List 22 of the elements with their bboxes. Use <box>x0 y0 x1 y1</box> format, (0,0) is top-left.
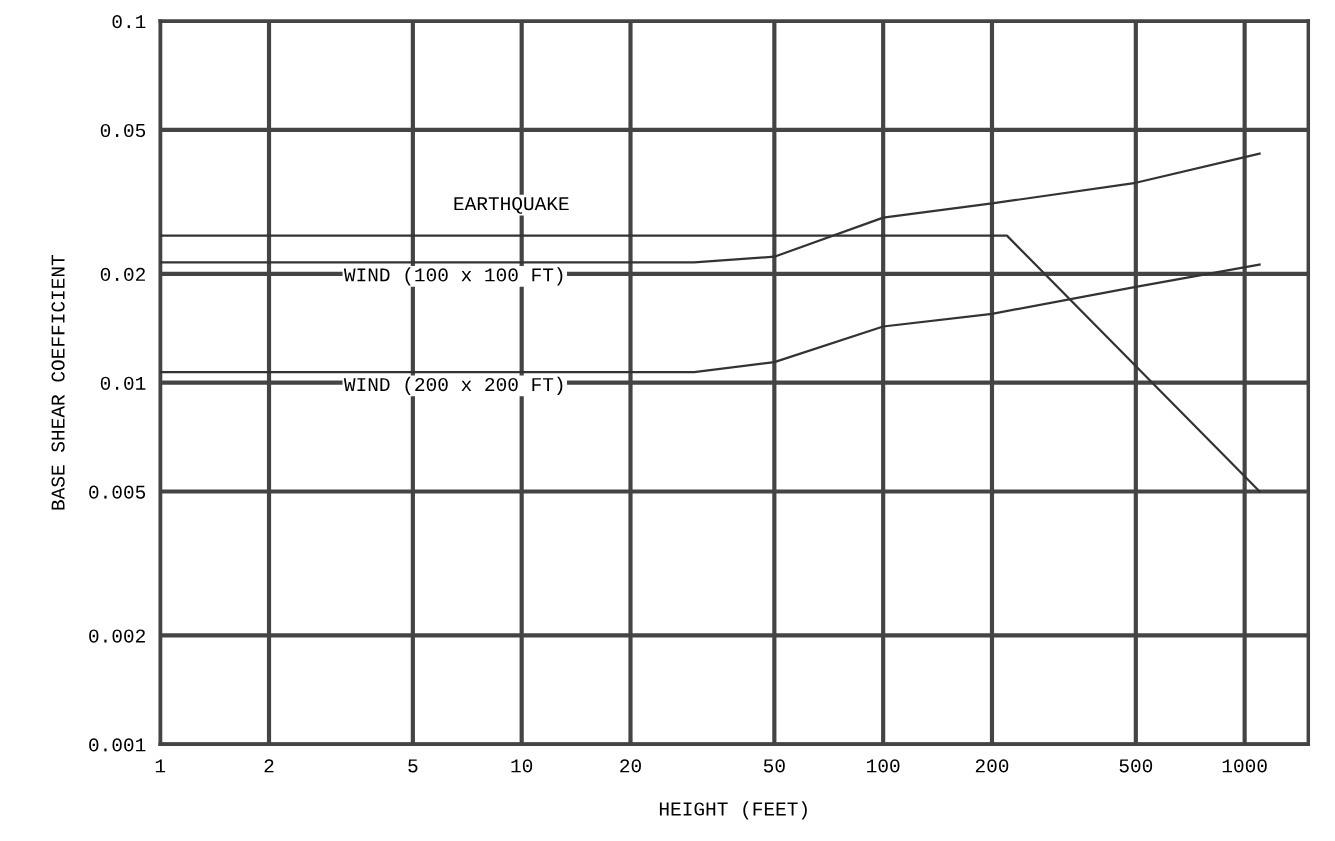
y-tick-label: 0.01 <box>100 376 146 390</box>
y-axis-title: BASE SHEAR COEFFICIENT <box>51 255 65 510</box>
series-label: WIND (100 x 100 FT) <box>343 267 563 286</box>
x-tick-label: 1 <box>155 759 166 773</box>
y-tick-label: 0.005 <box>89 485 146 499</box>
x-tick-label: 200 <box>975 759 1009 773</box>
series-label: EARTHQUAKE <box>454 197 569 214</box>
y-tick-label: 0.001 <box>89 738 146 752</box>
series-label: WIND (200 x 200 FT) <box>343 376 563 395</box>
y-tick-label: 0.1 <box>112 15 146 29</box>
x-tick-label: 2 <box>264 759 274 773</box>
x-tick-label: 100 <box>867 759 900 773</box>
x-tick-label: 1000 <box>1222 759 1267 773</box>
x-tick-label: 5 <box>408 759 418 773</box>
x-axis-title: HEIGHT (FEET) <box>659 801 807 820</box>
x-tick-label: 10 <box>511 759 533 773</box>
x-tick-label: 500 <box>1119 759 1153 773</box>
y-tick-label: 0.02 <box>100 267 145 282</box>
x-tick-label: 50 <box>763 759 785 773</box>
y-tick-label: 0.002 <box>89 629 145 643</box>
y-tick-label: 0.05 <box>100 123 146 138</box>
x-tick-label: 20 <box>620 759 641 773</box>
